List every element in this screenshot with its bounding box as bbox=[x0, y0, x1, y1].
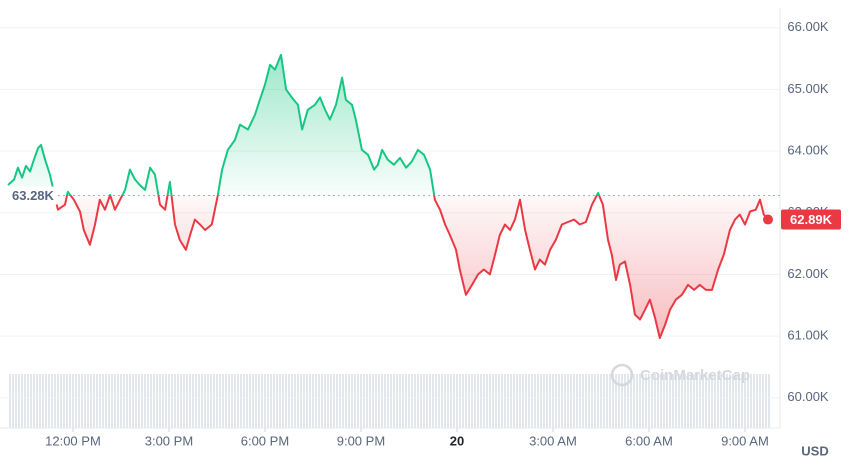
x-tick-label: 12:00 PM bbox=[45, 433, 101, 448]
x-tick-label: 9:00 PM bbox=[337, 433, 385, 448]
y-tick-label: 64.00K bbox=[787, 143, 829, 158]
currency-label: USD bbox=[801, 443, 828, 458]
y-tick-label: 62.00K bbox=[787, 266, 829, 281]
current-dot bbox=[763, 214, 773, 225]
x-tick-label: 3:00 AM bbox=[529, 433, 577, 448]
y-tick-label: 61.00K bbox=[787, 328, 829, 343]
x-tick-label: 9:00 AM bbox=[721, 433, 769, 448]
baseline-label-bg bbox=[8, 186, 58, 205]
current-price-label: 62.89K bbox=[790, 212, 833, 227]
y-tick-label: 66.00K bbox=[787, 19, 829, 34]
watermark: CoinMarketCap bbox=[610, 363, 750, 387]
price-area bbox=[8, 54, 768, 339]
y-tick-label: 65.00K bbox=[787, 81, 829, 96]
watermark-text: CoinMarketCap bbox=[640, 367, 750, 384]
price-line bbox=[7, 53, 769, 339]
volume-bars bbox=[8, 374, 770, 428]
x-tick-label: 3:00 PM bbox=[145, 433, 193, 448]
baseline-label: 63.28K bbox=[12, 188, 55, 203]
x-tick-label: 6:00 AM bbox=[625, 433, 673, 448]
x-tick-label: 6:00 PM bbox=[241, 433, 289, 448]
y-tick-label: 60.00K bbox=[787, 389, 829, 404]
current-price-bg bbox=[781, 209, 841, 230]
x-tick-label: 20 bbox=[450, 433, 464, 448]
